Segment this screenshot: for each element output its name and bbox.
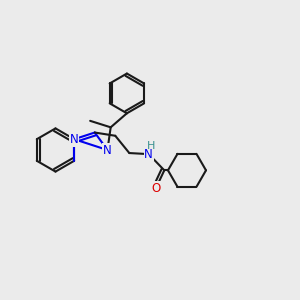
Text: N: N	[103, 143, 112, 157]
Text: N: N	[144, 148, 153, 160]
Text: O: O	[151, 182, 160, 195]
Text: N: N	[70, 133, 79, 146]
Text: H: H	[147, 141, 155, 151]
